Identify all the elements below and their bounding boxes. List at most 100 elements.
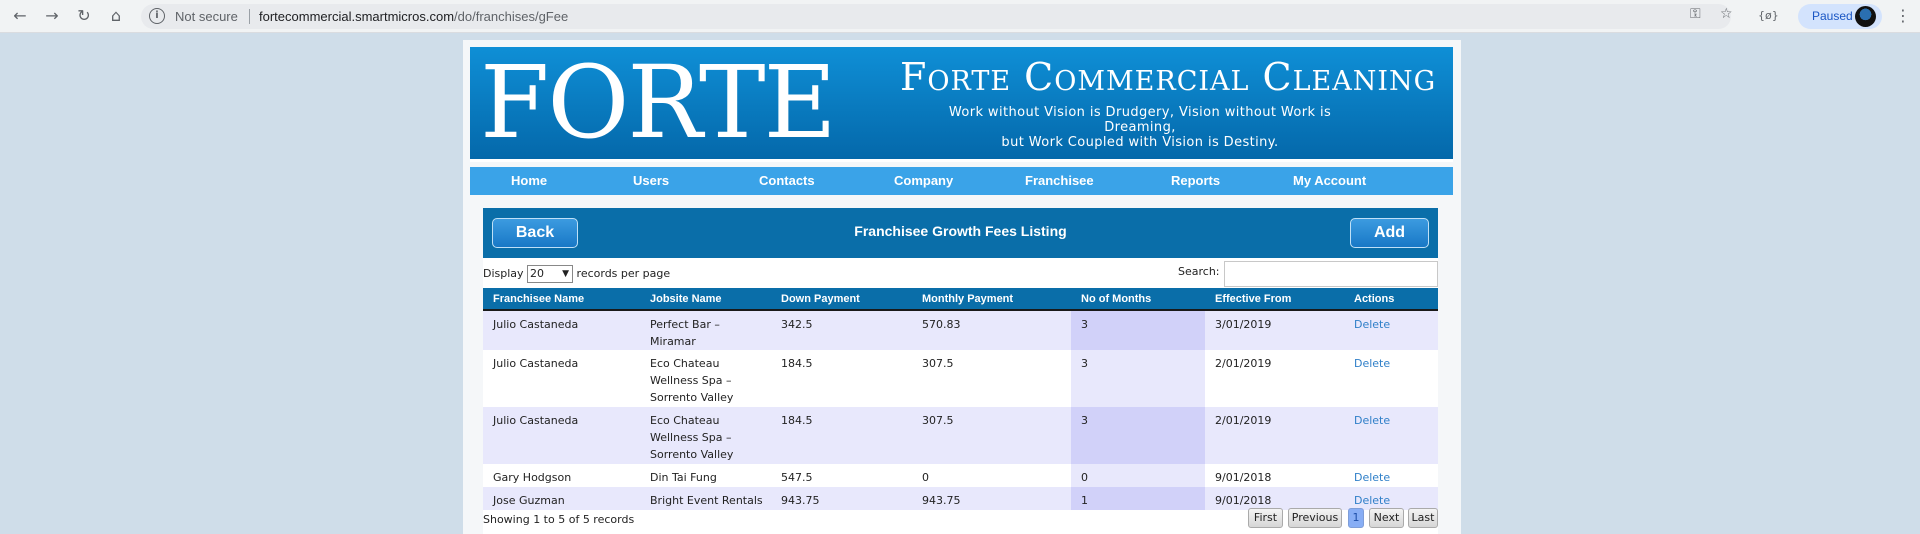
months-cell: 3 — [1071, 407, 1205, 464]
site-banner: FORTE Forte Commercial Cleaning Work wit… — [470, 47, 1453, 162]
delete-link[interactable]: Delete — [1354, 471, 1391, 484]
effective-from-cell: 2/01/2019 — [1205, 407, 1344, 464]
column-header[interactable]: Monthly Payment — [912, 288, 1071, 311]
column-header[interactable]: Down Payment — [771, 288, 912, 311]
main-menu: Home Users Contacts Company Franchisee R… — [470, 167, 1453, 195]
pager-page-button[interactable]: 1 — [1348, 508, 1364, 528]
menu-kebab-icon[interactable]: ⋮ — [1895, 6, 1911, 25]
effective-from-cell: 3/01/2019 — [1205, 310, 1344, 350]
records-info: Showing 1 to 5 of 5 records — [483, 513, 635, 526]
franchisee-cell: Gary Hodgson — [483, 464, 640, 487]
jobsite-cell: Eco Chateau Wellness Spa – Sorrento Valley — [640, 350, 771, 407]
table-header-row: Franchisee Name Jobsite Name Down Paymen… — [483, 288, 1438, 311]
page-container: FORTE Forte Commercial Cleaning Work wit… — [463, 40, 1461, 534]
actions-cell: Delete — [1344, 464, 1438, 487]
address-bar[interactable]: i Not secure fortecommercial.smartmicros… — [141, 4, 1731, 29]
menu-franchisee[interactable]: Franchisee — [1025, 173, 1094, 188]
search-label: Search: — [1178, 265, 1220, 278]
page-title: Franchisee Growth Fees Listing — [854, 223, 1067, 239]
panel-header: Back Franchisee Growth Fees Listing Add — [483, 208, 1438, 258]
months-cell: 3 — [1071, 310, 1205, 350]
browser-toolbar: ← → ↻ ⌂ i Not secure fortecommercial.sma… — [0, 0, 1920, 33]
back-arrow-icon[interactable]: ← — [13, 6, 27, 25]
column-header[interactable]: No of Months — [1071, 288, 1205, 311]
monthly-payment-cell: 0 — [912, 464, 1071, 487]
delete-link[interactable]: Delete — [1354, 494, 1391, 507]
menu-home[interactable]: Home — [511, 173, 548, 188]
menu-reports[interactable]: Reports — [1171, 173, 1221, 188]
table-row: Gary Hodgson Din Tai Fung 547.5 0 0 9/01… — [483, 464, 1438, 487]
key-icon[interactable]: ⚿ — [1690, 6, 1701, 22]
table-row: Julio Castaneda Perfect Bar – Miramar 342… — [483, 310, 1438, 350]
monthly-payment-cell: 307.5 — [912, 350, 1071, 407]
info-icon[interactable]: i — [149, 8, 165, 24]
table-row: Julio Castaneda Eco Chateau Wellness Spa … — [483, 407, 1438, 464]
franchisee-cell: Jose Guzman — [483, 487, 640, 510]
actions-cell: Delete — [1344, 407, 1438, 464]
down-payment-cell: 184.5 — [771, 350, 912, 407]
pager-last-button[interactable]: Last — [1408, 508, 1438, 528]
pager-previous-button[interactable]: Previous — [1288, 508, 1342, 528]
home-icon[interactable]: ⌂ — [110, 6, 122, 25]
jobsite-cell: Bright Event Rentals — [640, 487, 771, 510]
franchisee-cell: Julio Castaneda — [483, 407, 640, 464]
franchisee-cell: Julio Castaneda — [483, 350, 640, 407]
menu-company[interactable]: Company — [894, 173, 954, 188]
column-header[interactable]: Effective From — [1205, 288, 1344, 311]
months-cell: 3 — [1071, 350, 1205, 407]
jobsite-cell: Eco Chateau Wellness Spa – Sorrento Valley — [640, 407, 771, 464]
monthly-payment-cell: 570.83 — [912, 310, 1071, 350]
down-payment-cell: 342.5 — [771, 310, 912, 350]
down-payment-cell: 943.75 — [771, 487, 912, 510]
add-button[interactable]: Add — [1350, 218, 1429, 248]
effective-from-cell: 9/01/2018 — [1205, 464, 1344, 487]
back-button[interactable]: Back — [492, 218, 578, 248]
table-row: Jose Guzman Bright Event Rentals 943.75 … — [483, 487, 1438, 510]
months-cell: 0 — [1071, 464, 1205, 487]
menu-contacts[interactable]: Contacts — [759, 173, 815, 188]
site-tagline: Work without Vision is Drudgery, Vision … — [948, 105, 1332, 150]
menu-users[interactable]: Users — [633, 173, 670, 188]
display-label: Display — [483, 267, 524, 280]
column-header[interactable]: Franchisee Name — [483, 288, 640, 311]
forward-arrow-icon[interactable]: → — [45, 6, 59, 25]
monthly-payment-cell: 307.5 — [912, 407, 1071, 464]
actions-cell: Delete — [1344, 310, 1438, 350]
actions-cell: Delete — [1344, 350, 1438, 407]
menu-my-account[interactable]: My Account — [1293, 173, 1367, 188]
records-per-page: Display 20 ▼ records per page — [483, 265, 670, 283]
effective-from-cell: 2/01/2019 — [1205, 350, 1344, 407]
pager-next-button[interactable]: Next — [1369, 508, 1404, 528]
listing-panel: Back Franchisee Growth Fees Listing Add … — [483, 208, 1438, 534]
site-title: Forte Commercial Cleaning — [900, 55, 1437, 99]
delete-link[interactable]: Delete — [1354, 414, 1391, 427]
actions-cell: Delete — [1344, 487, 1438, 510]
records-suffix-label: records per page — [576, 267, 671, 280]
column-header[interactable]: Actions — [1344, 288, 1438, 311]
search-input[interactable] — [1224, 261, 1438, 287]
records-per-page-select[interactable]: 20 ▼ — [527, 265, 574, 283]
column-header[interactable]: Jobsite Name — [640, 288, 771, 311]
down-payment-cell: 184.5 — [771, 407, 912, 464]
address-separator — [249, 9, 250, 24]
avatar[interactable] — [1855, 6, 1876, 27]
growth-fees-table: Franchisee Name Jobsite Name Down Paymen… — [483, 288, 1438, 510]
pager-first-button[interactable]: First — [1248, 508, 1283, 528]
reload-icon[interactable]: ↻ — [77, 6, 91, 25]
security-label: Not secure — [175, 9, 238, 24]
forte-logo: FORTE — [480, 44, 837, 161]
months-cell: 1 — [1071, 487, 1205, 510]
jobsite-cell: Din Tai Fung — [640, 464, 771, 487]
table-row: Julio Castaneda Eco Chateau Wellness Spa … — [483, 350, 1438, 407]
extension-icon[interactable]: {ø} — [1758, 9, 1779, 22]
star-icon[interactable]: ☆ — [1720, 6, 1733, 22]
franchisee-cell: Julio Castaneda — [483, 310, 640, 350]
down-payment-cell: 547.5 — [771, 464, 912, 487]
delete-link[interactable]: Delete — [1354, 318, 1391, 331]
delete-link[interactable]: Delete — [1354, 357, 1391, 370]
jobsite-cell: Perfect Bar – Miramar — [640, 310, 771, 350]
chevron-down-icon: ▼ — [562, 269, 570, 279]
monthly-payment-cell: 943.75 — [912, 487, 1071, 510]
effective-from-cell: 9/01/2018 — [1205, 487, 1344, 510]
url-text[interactable]: fortecommercial.smartmicros.com/do/franc… — [259, 9, 569, 24]
